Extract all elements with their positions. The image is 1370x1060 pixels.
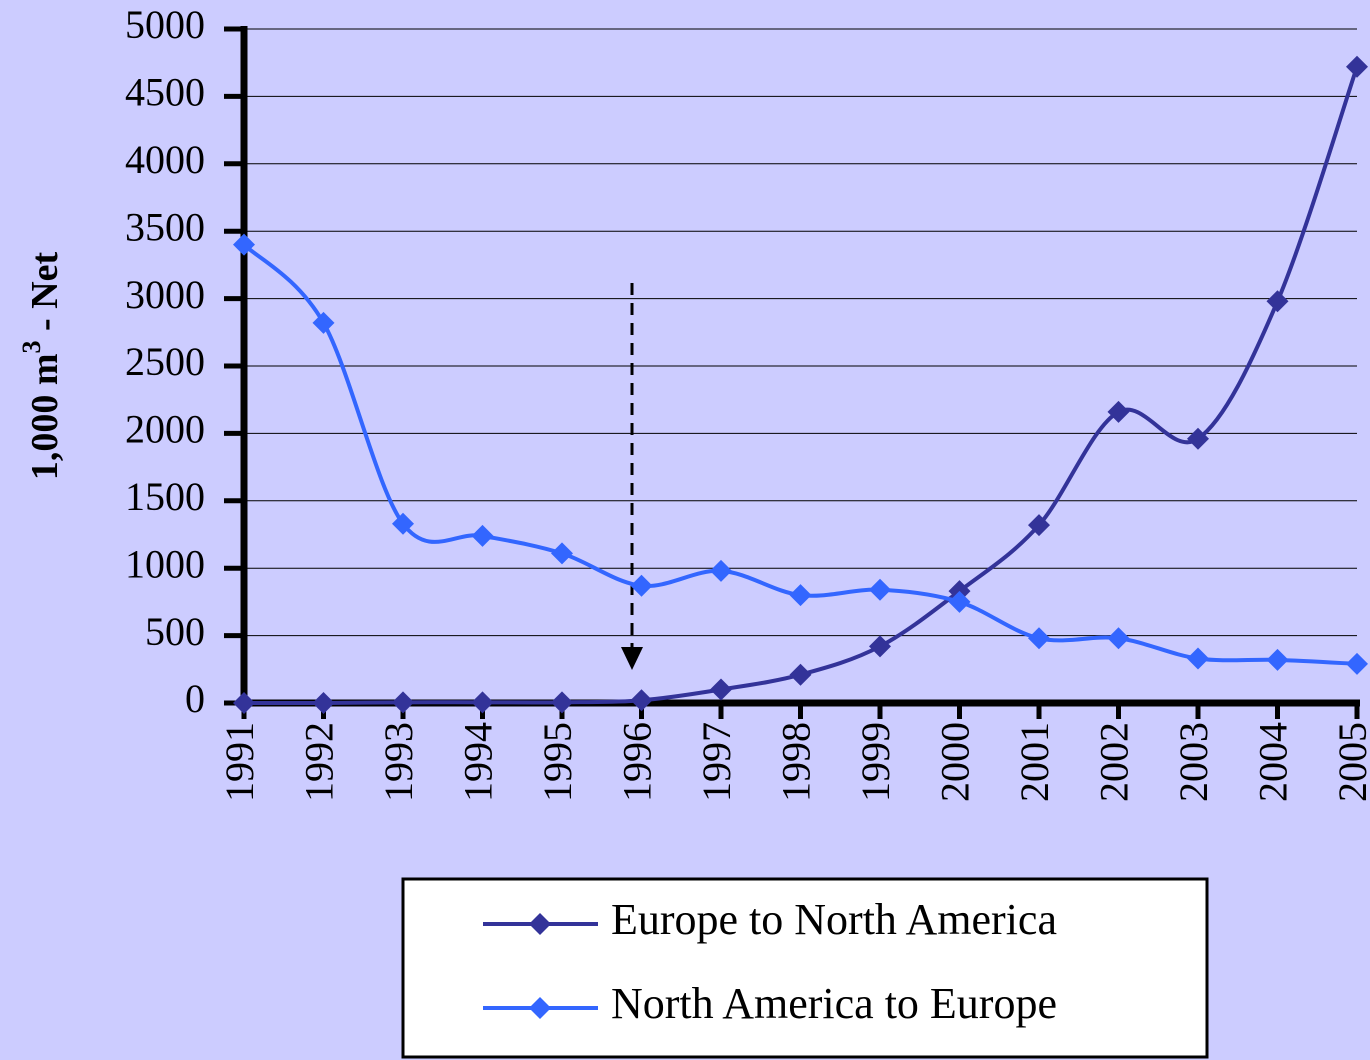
arrow-head: [621, 647, 643, 670]
y-tick-label: 4500: [125, 70, 205, 115]
x-tick-label: 2004: [1251, 722, 1296, 802]
marker: [1266, 648, 1289, 671]
x-tick-label: 2000: [933, 722, 978, 802]
legend: Europe to North America North America to …: [483, 895, 1057, 1028]
marker: [1266, 290, 1289, 313]
y-tick-label: 3500: [125, 204, 205, 249]
x-tick-label: 2003: [1171, 722, 1216, 802]
marker: [1107, 627, 1130, 650]
marker: [471, 524, 494, 547]
marker: [551, 542, 573, 565]
marker: [312, 311, 335, 334]
marker: [529, 913, 551, 935]
marker: [471, 691, 494, 714]
y-label-main: 1,000 m: [24, 353, 66, 480]
marker: [529, 997, 551, 1019]
x-tick-label: 2002: [1092, 722, 1137, 802]
marker: [1187, 647, 1209, 670]
x-tick-label: 1994: [456, 722, 501, 802]
marker: [789, 663, 812, 686]
marker: [233, 692, 255, 714]
marker: [1346, 652, 1368, 675]
marker: [710, 678, 732, 701]
series-line: [243, 66, 1359, 706]
y-label-rest: - Net: [24, 252, 66, 341]
legend-label: Europe to North America: [611, 895, 1057, 944]
x-tick-label: 2001: [1012, 722, 1057, 802]
x-tick-label: 1993: [376, 722, 421, 802]
annotation-arrow: [621, 283, 643, 670]
marker: [1346, 55, 1368, 78]
x-tick-label: 1996: [615, 722, 660, 802]
marker: [869, 578, 891, 601]
x-tick-label: 1998: [774, 722, 819, 802]
y-tick-label: 500: [145, 609, 205, 654]
axes: 0 500 1000 1500 2000 2500 3000 3500 4000 4500 5000…: [125, 2, 1370, 802]
marker: [551, 691, 573, 714]
y-tick-label: 1000: [125, 541, 205, 586]
marker: [1187, 427, 1209, 450]
marker: [1028, 627, 1050, 650]
marker: [1028, 514, 1050, 537]
x-tick-label: 1997: [694, 722, 739, 802]
marker: [312, 692, 335, 714]
y-tick-label: 1500: [125, 474, 205, 519]
marker: [630, 689, 653, 712]
marker: [1107, 400, 1130, 423]
grid: [244, 28, 1357, 704]
marker: [630, 574, 653, 597]
legend-box: [401, 877, 1209, 1059]
legend-label: North America to Europe: [611, 979, 1057, 1028]
marker: [392, 691, 414, 714]
x-tick-label: 1999: [853, 722, 898, 802]
plot: [233, 55, 1368, 714]
marker: [789, 584, 812, 607]
y-tick-label: 2500: [125, 339, 205, 384]
marker: [710, 559, 732, 582]
y-tick-label: 5000: [125, 2, 205, 47]
y-label-sup: 3: [17, 340, 46, 353]
x-tick-label: 1995: [535, 722, 580, 802]
y-tick-label: 2000: [125, 407, 205, 452]
x-tick-label: 1991: [217, 722, 262, 802]
x-tick-label: 2005: [1330, 722, 1370, 802]
y-tick-label: 0: [185, 676, 205, 721]
y-tick-label: 3000: [125, 272, 205, 317]
x-tick-label: 1992: [297, 722, 342, 802]
y-axis-label: 1,000 m3 - Net: [17, 252, 66, 481]
y-tick-label: 4000: [125, 137, 205, 182]
marker: [869, 635, 891, 658]
marker: [233, 233, 255, 256]
marker: [392, 512, 414, 535]
marker: [948, 590, 971, 613]
